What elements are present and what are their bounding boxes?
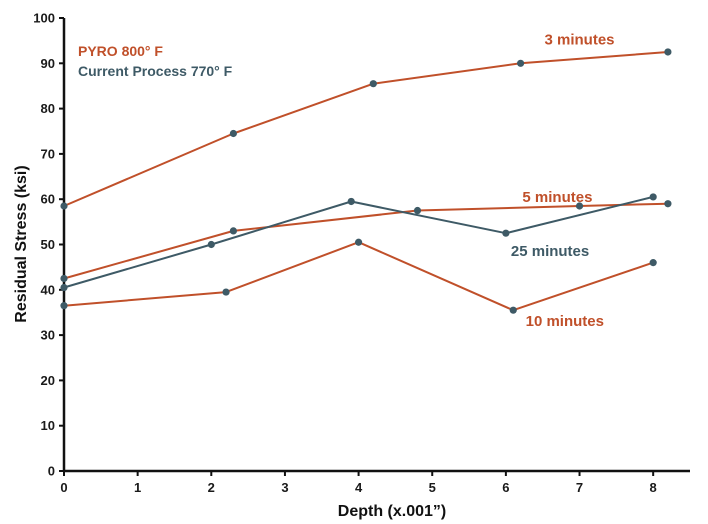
axes-layer: 0 10 20 30 40 50 60 70 80 90 100 0 1 2 3 4 5 6 7 8 — [33, 11, 690, 495]
data-point-3-minutes — [229, 129, 237, 138]
y-tick-label: 20 — [41, 373, 55, 388]
series-label-3-minutes: 3 minutes — [545, 31, 615, 48]
y-tick-label: 40 — [41, 282, 55, 297]
x-tick-label: 5 — [429, 480, 436, 495]
data-point-3-minutes — [517, 59, 525, 67]
series-label-10-minutes: 10 minutes — [526, 313, 604, 330]
data-point-10-minutes — [649, 259, 657, 267]
data-point-10-minutes — [222, 288, 230, 296]
labels-layer: 3 minutes 5 minutes 25 minutes 10 minutes — [511, 31, 615, 330]
series-label-5-minutes: 5 minutes — [522, 189, 592, 206]
y-axis-title: Residual Stress (ksi) — [13, 165, 30, 322]
y-tick-label: 100 — [33, 11, 55, 26]
data-point-3-minutes — [664, 48, 672, 56]
x-tick-label: 1 — [134, 480, 141, 495]
y-tick-label: 80 — [41, 101, 55, 116]
legend-entry-pyro: PYRO 800° F — [78, 43, 163, 59]
x-tick-label: 0 — [60, 480, 67, 495]
series-layer — [60, 48, 672, 314]
y-tick-label: 10 — [41, 418, 55, 433]
series-label-25-minutes: 25 minutes — [511, 243, 589, 260]
legend: PYRO 800° F Current Process 770° F — [78, 43, 233, 79]
data-point-3-minutes — [369, 80, 377, 88]
x-tick-label: 6 — [502, 480, 509, 495]
data-point-10-minutes — [60, 302, 68, 310]
y-tick-label: 30 — [41, 328, 55, 343]
y-tick-label: 60 — [41, 192, 55, 207]
y-tick-label: 90 — [41, 56, 55, 71]
x-axis-title: Depth (x.001”) — [338, 503, 446, 520]
x-tick-label: 2 — [208, 480, 215, 495]
x-tick-label: 7 — [576, 480, 583, 495]
legend-entry-current-process: Current Process 770° F — [78, 63, 233, 79]
data-point-25-minutes — [347, 197, 355, 206]
data-point-10-minutes — [354, 238, 363, 246]
data-point-5-minutes — [60, 274, 68, 283]
data-point-25-minutes — [502, 229, 510, 237]
data-point-10-minutes — [509, 306, 517, 314]
y-tick-label: 70 — [41, 146, 55, 161]
data-point-5-minutes — [575, 202, 584, 210]
data-point-25-minutes — [60, 283, 68, 292]
x-tick-label: 4 — [355, 480, 363, 495]
y-tick-label: 0 — [48, 464, 55, 479]
x-tick-label: 3 — [281, 480, 288, 495]
data-point-25-minutes — [649, 193, 657, 201]
y-tick-label: 50 — [41, 237, 55, 252]
data-point-5-minutes — [229, 227, 237, 235]
data-point-5-minutes — [664, 200, 672, 208]
data-point-3-minutes — [60, 202, 68, 210]
data-point-25-minutes — [207, 240, 215, 249]
x-tick-label: 8 — [650, 480, 657, 495]
data-point-5-minutes — [413, 206, 422, 215]
